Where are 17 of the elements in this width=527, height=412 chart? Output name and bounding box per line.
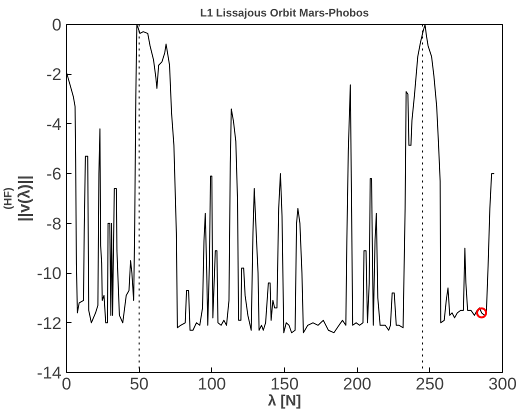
y-tick-label: -10 [36,264,62,284]
x-tick-label: 200 [342,374,372,394]
y-tick-label: -4 [46,114,62,134]
y-tick-label: -2 [46,65,62,84]
y-axis-title: ||v(λ)||(HF) [2,175,34,222]
chart-title: L1 Lissajous Orbit Mars-Phobos [200,8,369,20]
x-tick-label: 250 [416,374,444,394]
y-tick-label: -6 [46,164,62,184]
y-tick-label: -14 [36,364,62,382]
x-tick-label: 300 [488,374,517,394]
y-tick-label: 0 [52,16,62,34]
x-tick-label: 100 [198,374,226,394]
x-tick-label: 50 [130,374,149,394]
x-tick-label: 150 [270,374,299,394]
y-tick-label: -12 [36,314,62,333]
x-axis-title: λ [N] [268,392,302,410]
y-tick-label: -8 [46,214,62,234]
